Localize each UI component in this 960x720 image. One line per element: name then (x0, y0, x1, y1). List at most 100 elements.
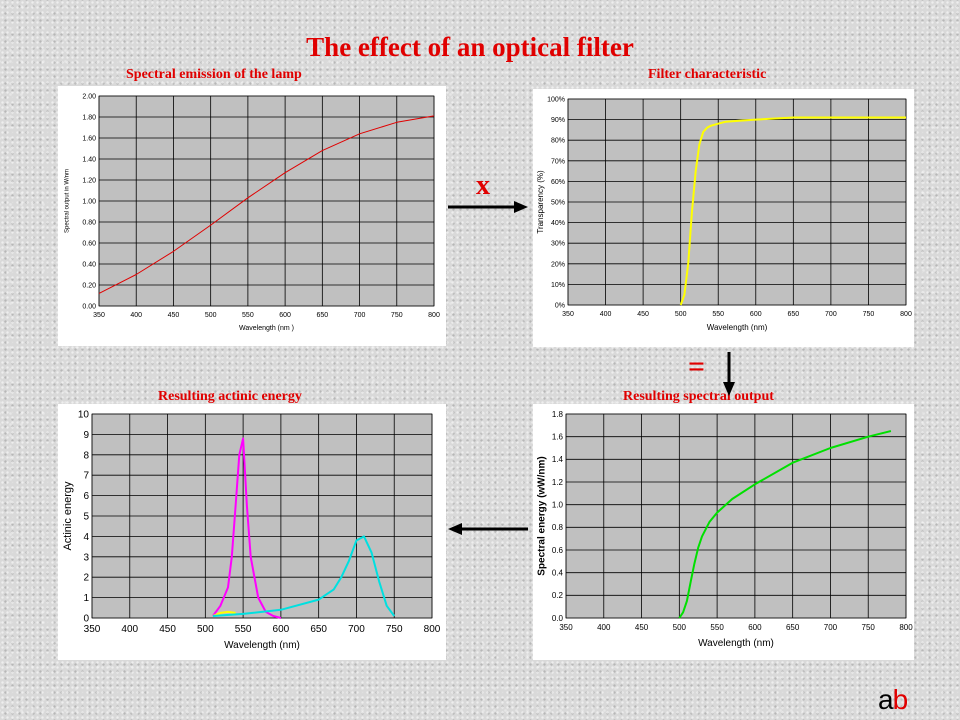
equals-sign: = (688, 350, 706, 383)
y-tick-label: 6 (83, 491, 89, 502)
x-tick-label: 550 (235, 624, 252, 635)
y-tick-label: 1.60 (82, 135, 96, 142)
y-axis-label: Actinic energy (62, 481, 74, 551)
x-tick-label: 400 (600, 311, 612, 318)
y-tick-label: 1.0 (552, 500, 564, 509)
y-tick-label: 70% (551, 158, 565, 165)
y-tick-label: 60% (551, 179, 565, 186)
logo: ab (878, 684, 909, 716)
x-tick-label: 800 (428, 312, 440, 319)
y-tick-label: 10 (78, 410, 90, 421)
x-tick-label: 700 (824, 623, 838, 632)
y-tick-label: 9 (83, 430, 89, 441)
x-tick-label: 750 (863, 311, 875, 318)
y-tick-label: 0 (83, 614, 89, 625)
caption-output: Resulting spectral output (623, 389, 774, 404)
x-tick-label: 400 (121, 624, 138, 635)
x-tick-label: 800 (900, 311, 912, 318)
x-tick-label: 800 (899, 623, 913, 632)
y-tick-label: 0.2 (552, 591, 564, 600)
y-tick-label: 2 (83, 573, 89, 584)
y-tick-label: 1.6 (552, 432, 564, 441)
y-tick-label: 0.6 (552, 546, 564, 555)
lamp-chart: 350 400 450 500 550 600 650 700 750 800 0.00 0.20 0.… (65, 93, 440, 332)
caption-lamp: Spectral emission of the lamp (126, 67, 302, 82)
logo-letter-b: b (892, 684, 909, 715)
y-tick-label: 1.40 (82, 156, 96, 163)
caption-actinic: Resulting actinic energy (158, 389, 302, 404)
x-tick-label: 450 (168, 312, 180, 319)
page-title: The effect of an optical filter (306, 32, 634, 62)
x-tick-label: 550 (710, 623, 724, 632)
x-tick-label: 500 (197, 624, 214, 635)
y-tick-label: 0.8 (552, 523, 564, 532)
arrow-right-icon (448, 201, 528, 213)
y-tick-label: 40% (551, 220, 565, 227)
y-tick-label: 8 (83, 450, 89, 461)
x-tick-label: 800 (424, 624, 441, 635)
y-axis-label: Spectral energy (wW/nm) (537, 456, 548, 575)
multiply-sign: x (476, 170, 490, 201)
x-tick-label: 750 (386, 624, 403, 635)
y-tick-label: 80% (551, 138, 565, 145)
x-tick-label: 550 (242, 312, 254, 319)
x-tick-label: 350 (562, 311, 574, 318)
y-tick-label: 10% (551, 282, 565, 289)
y-tick-label: 50% (551, 199, 565, 206)
x-tick-label: 650 (786, 623, 800, 632)
x-axis-label: Wavelength (nm) (707, 323, 768, 332)
series-line-0 (678, 430, 892, 619)
x-tick-label: 450 (159, 624, 176, 635)
x-tick-label: 700 (354, 312, 366, 319)
y-tick-label: 0.40 (82, 261, 96, 268)
y-tick-label: 1.00 (82, 198, 96, 205)
y-tick-label: 90% (551, 117, 565, 124)
output-chart: 350 400 450 500 550 600 650 700 750 800 0.0 0.2 0.4 0… (537, 410, 914, 649)
x-tick-label: 400 (130, 312, 142, 319)
y-axis-label: Spectral output in W/nm (65, 169, 71, 233)
x-tick-label: 650 (316, 312, 328, 319)
logo-letter-a: a (878, 684, 894, 715)
x-tick-label: 400 (597, 623, 611, 632)
arrow-left-icon (448, 523, 528, 535)
y-tick-label: 1.8 (552, 410, 564, 419)
series-line-1 (212, 610, 236, 617)
x-tick-label: 500 (205, 312, 217, 319)
x-axis-label: Wavelength (nm) (698, 638, 774, 649)
x-axis-label: Wavelength (nm) (224, 640, 300, 651)
x-tick-label: 600 (273, 624, 290, 635)
x-tick-label: 650 (310, 624, 327, 635)
y-tick-label: 20% (551, 261, 565, 268)
y-tick-label: 1.4 (552, 455, 564, 464)
arrow-down-icon (723, 352, 735, 396)
y-tick-label: 4 (83, 532, 89, 543)
y-tick-label: 0.00 (82, 303, 96, 310)
y-tick-label: 1.2 (552, 478, 564, 487)
x-tick-label: 600 (750, 311, 762, 318)
series-line-0 (679, 116, 906, 306)
y-axis-label: Transparency (%) (536, 170, 545, 234)
y-tick-label: 2.00 (82, 93, 96, 100)
x-tick-label: 600 (279, 312, 291, 319)
y-tick-label: 0.80 (82, 219, 96, 226)
y-tick-label: 0.60 (82, 240, 96, 247)
x-tick-label: 450 (635, 623, 649, 632)
y-tick-label: 1.80 (82, 114, 96, 121)
x-tick-label: 350 (84, 624, 101, 635)
y-tick-label: 30% (551, 241, 565, 248)
series-line-0 (98, 115, 435, 294)
lamp-chart-panel: 350 400 450 500 550 600 650 700 750 800 0.00 0.20 0.… (58, 86, 446, 346)
x-tick-label: 550 (712, 311, 724, 318)
y-tick-label: 7 (83, 471, 89, 482)
filter-chart-panel: 350 400 450 500 550 600 650 700 750 800 0% 10% 20% 30… (533, 89, 914, 347)
x-tick-label: 750 (391, 312, 403, 319)
x-tick-label: 500 (675, 311, 687, 318)
actinic-chart-panel: 350 400 450 500 550 600 650 700 750 800 0 1 2 3 4 5 6 7 8 9… (58, 404, 446, 660)
y-tick-label: 5 (83, 512, 89, 523)
x-tick-label: 350 (559, 623, 573, 632)
actinic-chart: 350 400 450 500 550 600 650 700 750 800 0 1 2 3 4 5 6 7 8 9… (62, 410, 441, 652)
y-tick-label: 0.4 (552, 568, 564, 577)
x-tick-label: 700 (825, 311, 837, 318)
output-chart-panel: 350 400 450 500 550 600 650 700 750 800 0.0 0.2 0.4 0… (533, 404, 914, 660)
filter-chart: 350 400 450 500 550 600 650 700 750 800 0% 10% 20% 30… (536, 96, 912, 332)
